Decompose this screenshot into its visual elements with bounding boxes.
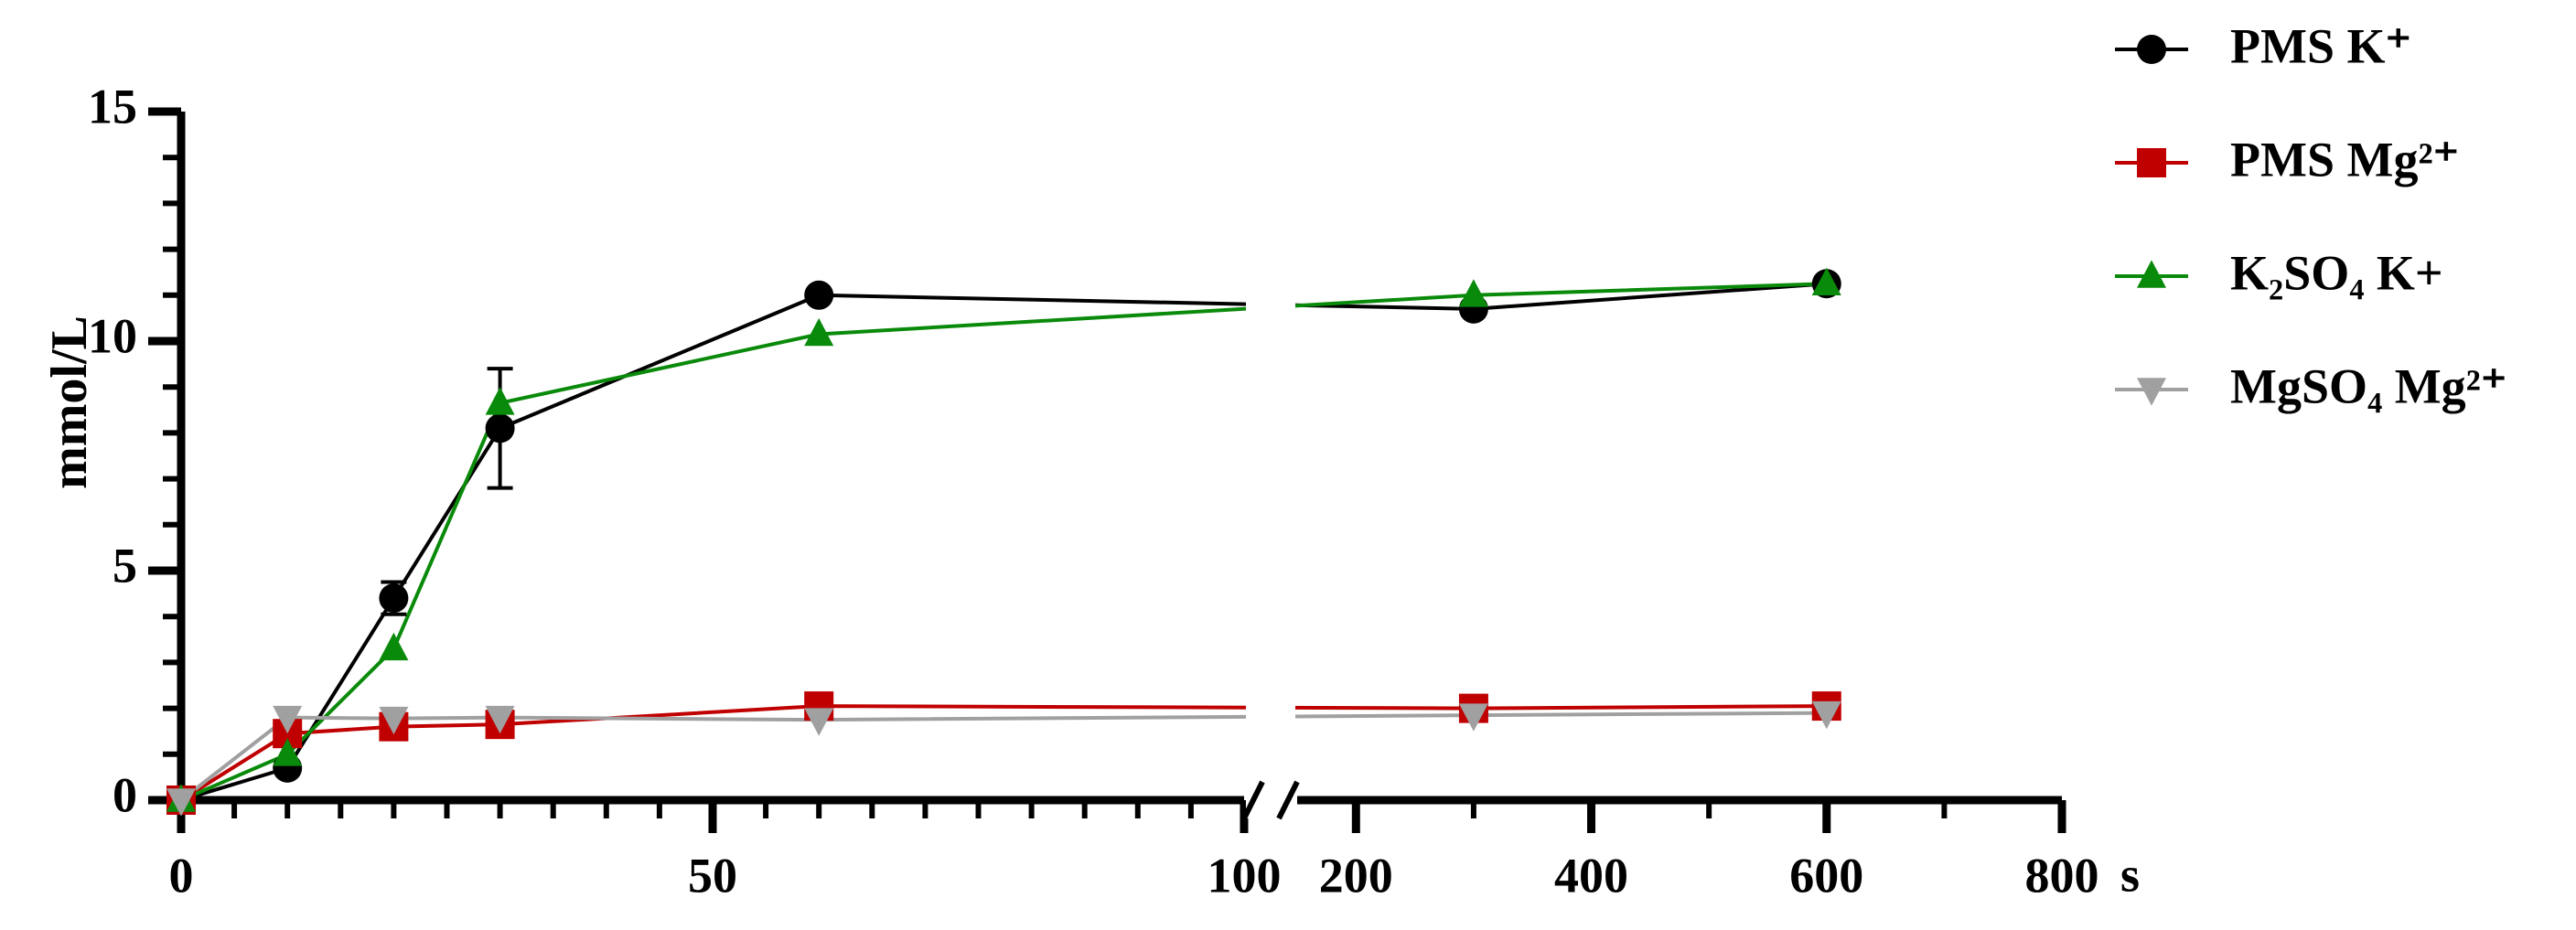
legend-marker [2137, 35, 2166, 64]
axis-break-mark [1241, 780, 1265, 820]
marker [804, 317, 834, 347]
x-tick-label: 100 [1208, 848, 1282, 903]
marker [1811, 700, 1841, 730]
legend-marker [2137, 260, 2166, 288]
marker [485, 387, 515, 415]
marker [1458, 703, 1488, 732]
marker [166, 788, 196, 817]
y-tick-label: 5 [113, 538, 137, 593]
legend-marker [2137, 378, 2166, 406]
axis-break-gap [1246, 102, 1295, 818]
x-tick-label: 600 [1789, 848, 1863, 903]
marker [273, 738, 303, 766]
x-tick-label: 400 [1554, 848, 1628, 903]
marker [1811, 267, 1841, 296]
y-axis-label: mmol/L [41, 315, 98, 489]
legend-label: MgSO₄ Mg²⁺ [2230, 358, 2506, 413]
legend-label: K₂SO₄ K+ [2230, 245, 2443, 300]
marker [1458, 279, 1488, 307]
series-line [180, 282, 1827, 802]
marker [379, 583, 409, 614]
y-tick-label: 0 [113, 767, 137, 822]
legend-label: PMS K⁺ [2230, 18, 2411, 73]
axis-break-mark [1276, 780, 1300, 820]
x-tick-label: 0 [169, 848, 194, 903]
y-tick-label: 10 [88, 308, 137, 363]
marker [804, 708, 834, 736]
marker [804, 280, 834, 310]
marker [485, 413, 515, 444]
marker [379, 706, 409, 735]
y-tick-label: 15 [88, 79, 137, 134]
legend-marker [2137, 148, 2166, 177]
marker [379, 632, 409, 661]
x-axis-label: s [2120, 847, 2140, 902]
marker [485, 705, 515, 734]
x-tick-label: 200 [1319, 848, 1393, 903]
marker [273, 705, 303, 734]
x-tick-label: 50 [688, 848, 737, 903]
legend-label: PMS Mg²⁺ [2230, 132, 2459, 187]
x-tick-label: 800 [2025, 848, 2099, 903]
